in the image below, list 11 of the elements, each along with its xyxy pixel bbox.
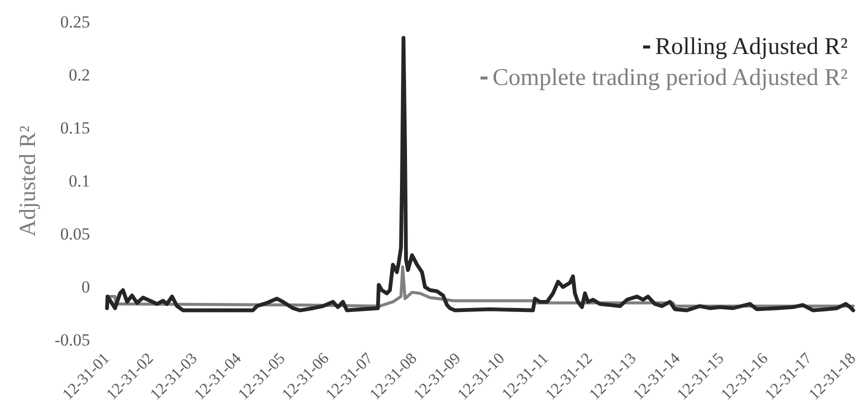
y-tick-label: 0.05 xyxy=(60,224,90,244)
y-tick-label: 0.1 xyxy=(68,172,90,190)
legend-label: Rolling Adjusted R² xyxy=(655,34,848,60)
y-tick-label: 0 xyxy=(82,278,90,296)
line-series xyxy=(105,36,856,312)
y-tick-label: 0.15 xyxy=(60,118,90,138)
y-axis-title: Adjusted R² xyxy=(15,125,40,237)
y-tick-label: 0.25 xyxy=(60,12,90,32)
y-tick-label: 0.2 xyxy=(68,66,90,84)
y-tick-label: -0.05 xyxy=(54,330,90,350)
legend-label: Complete trading period Adjusted R² xyxy=(492,65,848,91)
